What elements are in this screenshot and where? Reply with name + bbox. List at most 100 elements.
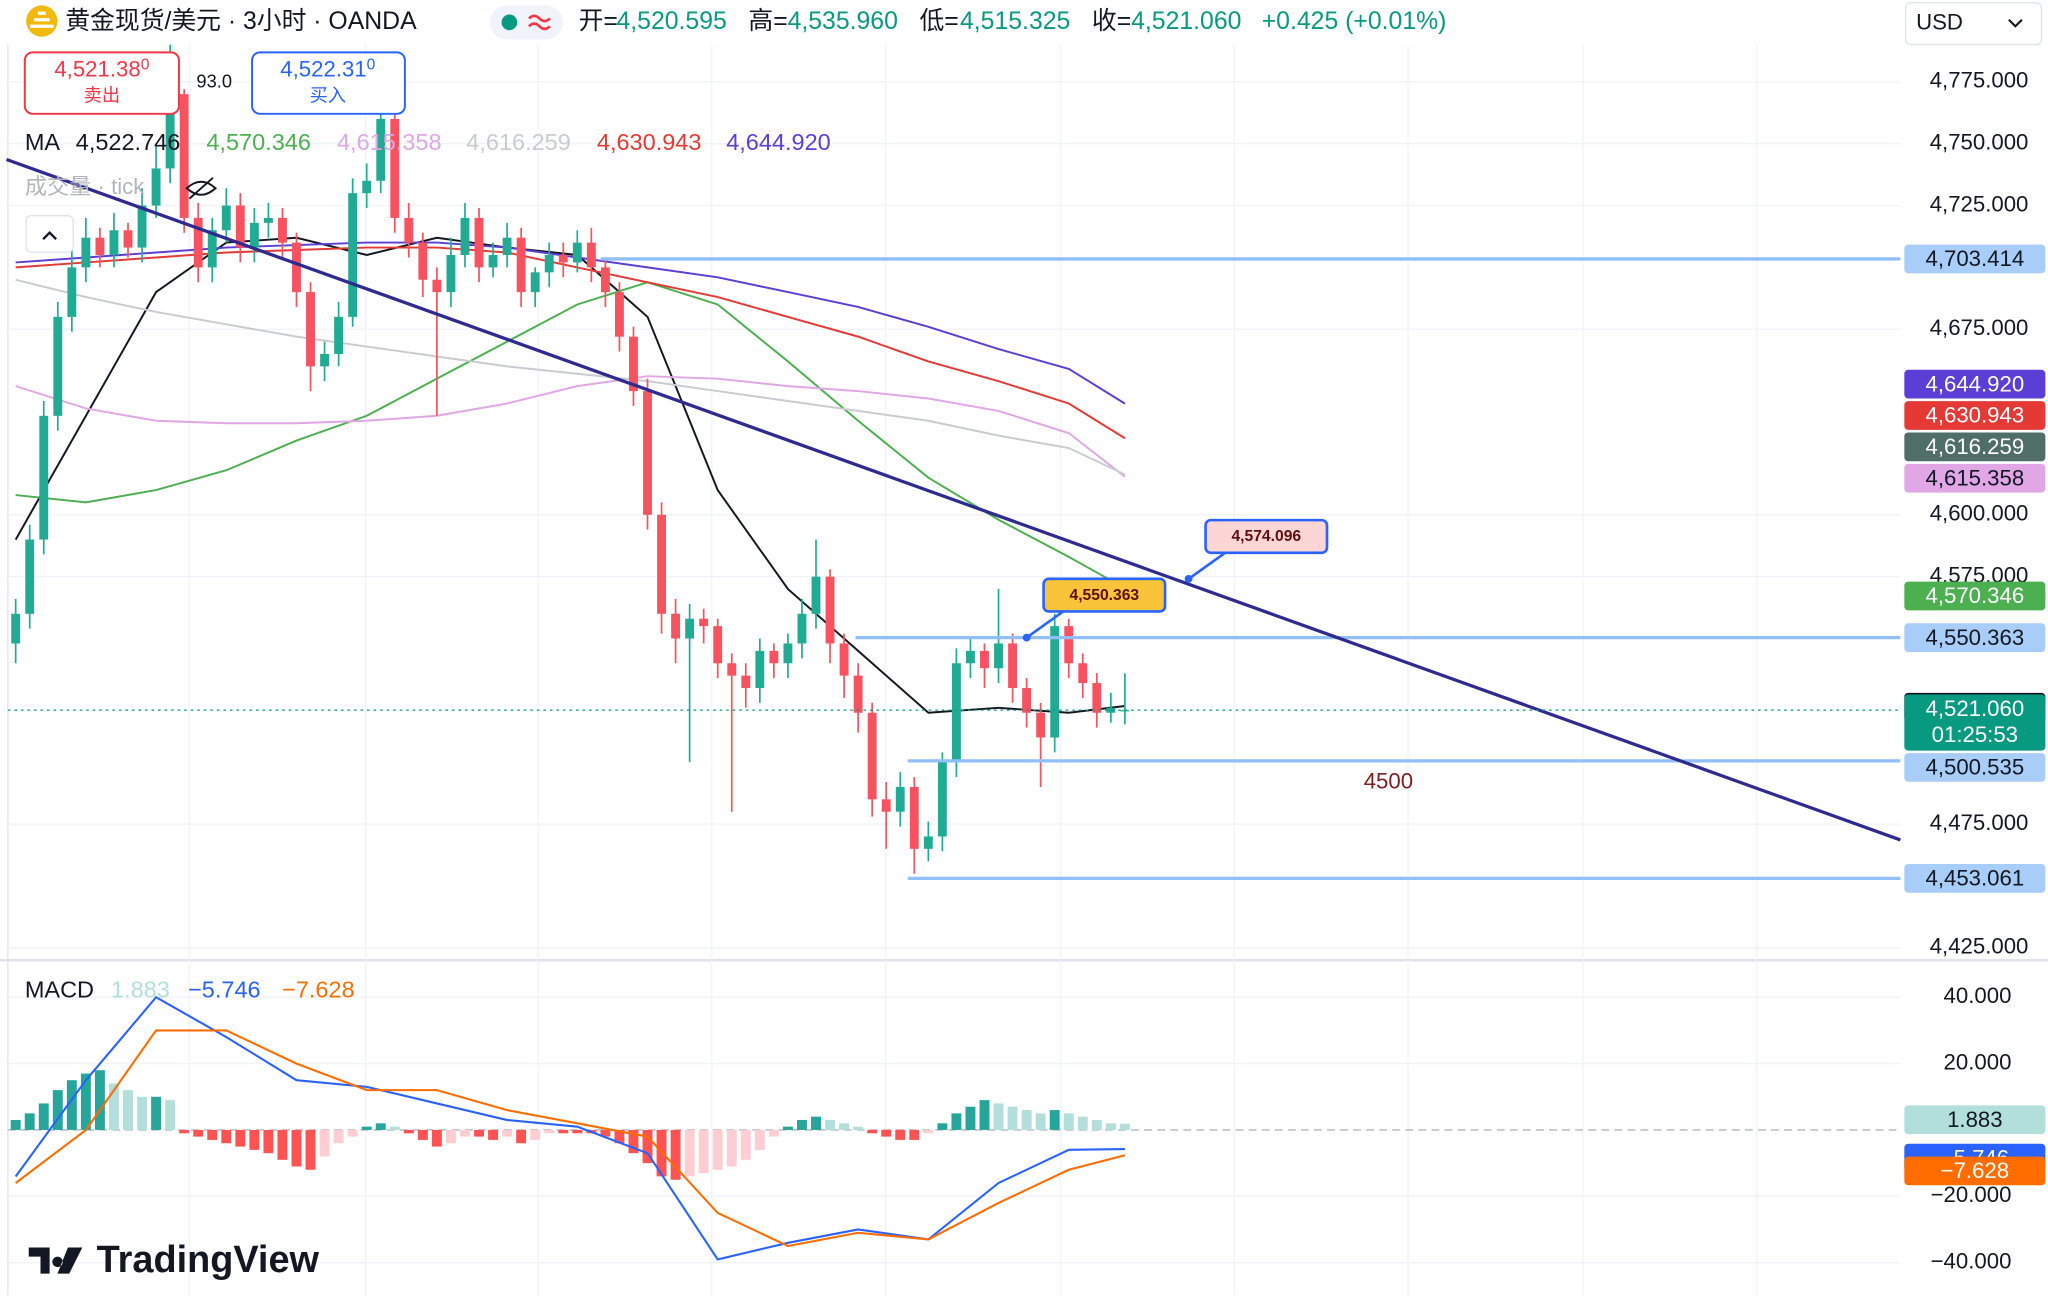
ohlc-label: 高=	[748, 7, 787, 35]
macd-histogram-bar	[108, 1083, 119, 1130]
ma-legend-value: 4,570.346	[206, 129, 311, 155]
macd-histogram-bar	[403, 1129, 414, 1134]
y-tick-label: 4,675.000	[1930, 315, 2029, 340]
macd-histogram-bar	[221, 1129, 232, 1144]
candle-body	[11, 613, 21, 644]
dropdown-chevron	[2008, 19, 2023, 28]
macd-histogram-bar	[1119, 1123, 1130, 1130]
macd-histogram-bar	[165, 1100, 176, 1130]
hide-icon[interactable]	[185, 177, 217, 200]
macd-histogram-bar	[66, 1080, 77, 1130]
candle-body	[867, 712, 877, 800]
candle-body	[292, 242, 301, 293]
macd-histogram-bar	[698, 1129, 709, 1174]
macd-legend[interactable]: MACD	[25, 977, 94, 1003]
macd-histogram-bar	[965, 1106, 976, 1130]
sell-price: 4,521.380	[54, 57, 149, 82]
macd-histogram-bar	[1035, 1113, 1046, 1130]
ma-legend-value: 4,615.358	[337, 129, 442, 155]
change: +0.425 (+0.01%)	[1262, 8, 1447, 35]
ma-badge-label: 4,615.358	[1925, 465, 2024, 490]
macd-histogram-bar	[923, 1129, 934, 1134]
candle-body	[614, 292, 624, 337]
macd-histogram-bar	[375, 1123, 386, 1130]
candle-body	[643, 391, 652, 515]
macd-histogram-bar	[431, 1129, 442, 1147]
buy-label: 买入	[310, 85, 347, 106]
ma-legend[interactable]: MA	[25, 129, 61, 155]
y-tick-label: 4,425.000	[1930, 934, 2029, 959]
callout-pointer	[1187, 551, 1226, 580]
candle-body	[558, 255, 568, 263]
candle-body	[755, 650, 765, 688]
callout-pointer	[1025, 610, 1064, 639]
header-bar	[0, 0, 1901, 45]
note: 4500	[1364, 768, 1413, 793]
logo-mark	[28, 1247, 83, 1274]
macd-legend-value: −7.628	[282, 977, 355, 1003]
macd-histogram-bar	[782, 1126, 793, 1130]
macd-histogram-bar	[277, 1129, 288, 1160]
y-tick-label: 4,775.000	[1930, 68, 2029, 93]
macd-histogram-bar	[839, 1123, 850, 1130]
status-pill[interactable]	[489, 5, 563, 40]
buy-price: 4,522.310	[280, 57, 375, 82]
logo-text[interactable]: TradingView	[97, 1239, 320, 1281]
macd-histogram-bar	[684, 1129, 695, 1177]
macd-histogram-bar	[445, 1129, 456, 1144]
candle-body	[572, 242, 582, 263]
macd-histogram-bar	[235, 1129, 246, 1147]
symbol-title[interactable]: 黄金现货/美元 · 3小时 · OANDA	[65, 7, 417, 35]
ma-badge	[1904, 432, 2046, 462]
callout-box	[1204, 518, 1329, 555]
macd-histogram-bar	[94, 1070, 105, 1130]
macd-histogram-bar	[1105, 1123, 1116, 1130]
candle-body	[629, 336, 638, 392]
symbol-icon-bars	[30, 11, 54, 28]
candle-body	[320, 353, 330, 367]
macd-histogram-bar	[712, 1129, 723, 1170]
macd-histogram-bar	[123, 1090, 133, 1130]
ohlc-label: 开=	[579, 8, 618, 35]
macd-histogram-bar	[1091, 1120, 1102, 1130]
macd-histogram-bar	[726, 1129, 737, 1167]
candle-body	[1036, 712, 1046, 738]
candle-body	[207, 230, 217, 268]
macd-histogram-bar	[544, 1129, 555, 1134]
macd-badge-label: 1.883	[1947, 1107, 2003, 1132]
macd-histogram-bar	[979, 1100, 990, 1130]
candle-body	[1092, 683, 1102, 713]
macd-histogram-bar	[460, 1129, 470, 1137]
candle-body	[348, 193, 358, 317]
buy-button[interactable]	[251, 51, 406, 115]
candle-body	[151, 168, 161, 206]
macd-line	[15, 1029, 1126, 1248]
volume-legend[interactable]: 成交量 · tick	[25, 174, 145, 199]
currency-select[interactable]	[1904, 2, 2043, 46]
macd-histogram-bar	[628, 1129, 639, 1154]
macd-histogram-bar	[937, 1123, 948, 1130]
candle-body	[980, 650, 989, 669]
price-line-badge	[1904, 244, 2046, 274]
candle-body	[713, 626, 723, 664]
candle-body	[1022, 687, 1032, 713]
candle-body	[263, 217, 273, 223]
macd-histogram-bar	[1007, 1106, 1018, 1130]
ma-badge-label: 4,570.346	[1925, 583, 2024, 608]
candle-body	[1008, 643, 1018, 688]
ma-badge-label: 4,630.943	[1925, 403, 2024, 428]
macd-histogram-bar	[740, 1129, 751, 1160]
candle-body	[67, 267, 77, 317]
spread: 93.0	[196, 70, 232, 91]
macd-histogram-bar	[474, 1129, 484, 1137]
macd-histogram-bar	[1049, 1110, 1060, 1130]
price-line-badge	[1904, 753, 2046, 782]
ma-badge-label: 4,644.920	[1925, 371, 2024, 396]
macd-histogram-bar	[10, 1120, 21, 1130]
macd-histogram-bar	[754, 1129, 765, 1150]
ma-legend-value: 4,522.746	[76, 129, 181, 155]
candle-body	[685, 618, 695, 639]
sell-button[interactable]	[23, 51, 180, 115]
grid-layer	[7, 44, 1901, 1296]
macd-histogram-bar	[796, 1120, 807, 1130]
